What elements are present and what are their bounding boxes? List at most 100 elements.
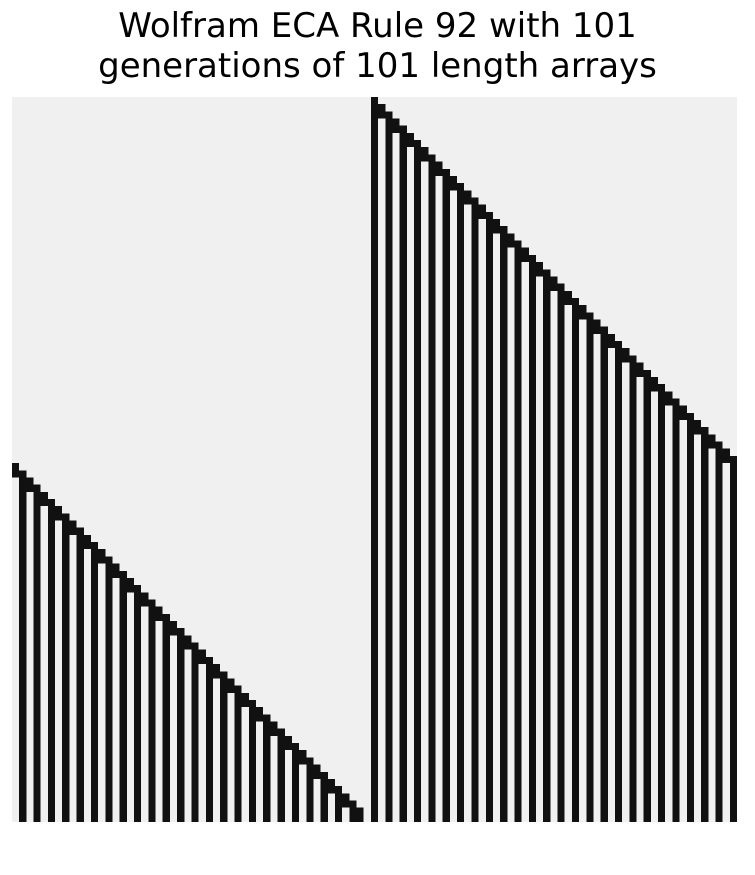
live-cell [148, 778, 156, 787]
live-cell [220, 814, 228, 822]
live-cell [600, 728, 608, 736]
live-cell [729, 621, 737, 629]
live-cell [471, 549, 479, 557]
live-cell [399, 556, 407, 564]
live-cell [457, 570, 465, 578]
live-cell [62, 771, 70, 779]
live-cell [47, 743, 56, 751]
live-cell [571, 735, 580, 744]
live-cell [629, 613, 637, 622]
live-cell [177, 664, 185, 672]
live-cell [471, 247, 479, 255]
live-cell [385, 778, 393, 787]
live-cell [385, 240, 393, 248]
live-cell [514, 599, 522, 607]
live-cell [557, 721, 565, 729]
live-cell [442, 240, 450, 248]
live-cell [557, 714, 565, 722]
live-cell [47, 642, 56, 650]
live-cell [306, 771, 314, 779]
live-cell [557, 764, 565, 772]
live-cell [191, 786, 199, 794]
live-cell [729, 549, 737, 557]
live-cell [715, 606, 723, 614]
live-cell [528, 412, 537, 421]
live-cell [19, 649, 27, 657]
live-cell [442, 606, 450, 614]
live-cell [643, 506, 651, 514]
live-cell [457, 814, 465, 822]
live-cell [191, 692, 199, 700]
live-cell [220, 743, 228, 751]
live-cell [241, 699, 249, 708]
live-cell [729, 463, 737, 471]
live-cell [413, 577, 422, 586]
live-cell [643, 477, 651, 485]
live-cell [528, 549, 537, 557]
live-cell [90, 556, 99, 564]
live-cell [413, 778, 422, 787]
live-cell [514, 750, 522, 758]
live-cell [55, 513, 63, 521]
live-cell [370, 269, 379, 277]
live-cell [428, 369, 436, 377]
live-cell [650, 384, 659, 392]
live-cell [629, 793, 637, 801]
live-cell [686, 807, 694, 815]
live-cell [33, 577, 41, 586]
live-cell [119, 592, 127, 600]
live-cell [528, 333, 537, 342]
live-cell [457, 613, 465, 622]
live-cell [19, 678, 27, 686]
live-cell [715, 556, 723, 564]
live-cell [370, 283, 379, 291]
live-cell [277, 807, 285, 815]
live-cell [543, 498, 551, 507]
live-cell [492, 226, 501, 234]
live-cell [421, 154, 429, 162]
live-cell [428, 412, 436, 421]
live-cell [528, 376, 537, 385]
live-cell [370, 305, 379, 313]
live-cell [428, 800, 436, 808]
live-cell [442, 692, 450, 700]
live-cell [557, 549, 565, 557]
live-cell [658, 685, 666, 693]
live-cell [457, 563, 465, 571]
live-cell [672, 599, 680, 607]
live-cell [62, 743, 70, 751]
live-cell [442, 434, 450, 442]
live-cell [500, 477, 508, 485]
live-cell [248, 699, 257, 708]
live-cell [33, 750, 41, 758]
live-cell [33, 563, 41, 571]
live-cell [19, 513, 27, 521]
live-cell [557, 319, 565, 327]
live-cell [528, 707, 537, 715]
live-cell [528, 297, 537, 306]
live-cell [134, 807, 142, 815]
live-cell [492, 219, 501, 227]
live-cell [701, 707, 709, 715]
live-cell [47, 692, 56, 700]
live-cell [277, 778, 285, 787]
live-cell [571, 570, 580, 578]
live-cell [342, 800, 350, 808]
live-cell [19, 699, 27, 708]
live-cell [413, 333, 422, 342]
live-cell [76, 542, 84, 550]
live-cell [658, 678, 666, 686]
live-cell [686, 577, 694, 586]
live-cell [658, 420, 666, 428]
live-cell [442, 800, 450, 808]
live-cell [672, 807, 680, 815]
live-cell [500, 664, 508, 672]
live-cell [76, 800, 84, 808]
live-cell [485, 714, 493, 722]
live-cell [500, 319, 508, 327]
live-cell [586, 692, 594, 700]
live-cell [658, 800, 666, 808]
live-cell [413, 168, 422, 176]
live-cell [543, 671, 551, 679]
live-cell [672, 628, 680, 636]
